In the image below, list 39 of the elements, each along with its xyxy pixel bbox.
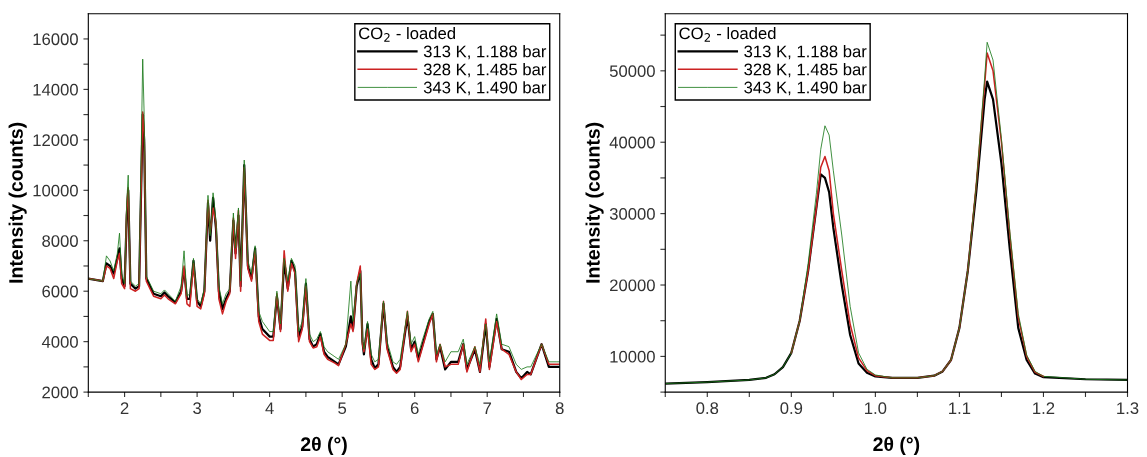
legend-title: CO$_{2}$ - loaded <box>359 26 455 42</box>
y-tick-label: 12000 <box>33 134 78 147</box>
x-tick-label: 4 <box>265 402 274 414</box>
y-tick-label: 40000 <box>609 136 655 149</box>
y-tick-label: 14000 <box>33 83 78 96</box>
y-tick-label: 6000 <box>42 285 78 298</box>
y-tick-label: 16000 <box>33 33 78 46</box>
x-tick-label: 6 <box>410 402 419 415</box>
y-tick-label: 4000 <box>41 336 78 348</box>
legend-label: 313 K, 1.188 bar <box>744 45 867 60</box>
legend-label: 343 K, 1.490 bar <box>744 81 867 96</box>
legend-label: 343 K, 1.490 bar <box>423 81 547 96</box>
x-axis-title: 2θ (°) <box>873 436 920 455</box>
legend-title: CO$_{2}$ - loaded <box>679 26 776 42</box>
x-tick-label: 3 <box>193 402 202 415</box>
legend-label: 328 K, 1.485 bar <box>744 63 867 78</box>
x-tick-label: 2 <box>120 402 129 414</box>
x-tick-label: 7 <box>483 402 492 414</box>
x-axis-title: 2θ (°) <box>300 436 347 455</box>
legend-label: 313 K, 1.188 bar <box>423 45 547 60</box>
y-tick-label: 8000 <box>42 235 78 247</box>
x-tick-label: 1.2 <box>1033 402 1055 414</box>
line-series <box>88 58 560 370</box>
y-tick-label: 10000 <box>610 350 655 363</box>
y-tick-label: 10000 <box>33 184 78 197</box>
x-tick-label: 1.3 <box>1117 402 1139 415</box>
x-tick-label: 0.9 <box>780 402 803 415</box>
y-axis-title: Intensity (counts) <box>8 122 27 283</box>
x-tick-label: 1.0 <box>865 402 887 415</box>
y-tick-label: 20000 <box>610 279 655 292</box>
y-axis-title: Intensity (counts) <box>585 122 604 283</box>
x-tick-label: 8 <box>555 402 564 415</box>
x-tick-label: 1.1 <box>949 402 971 414</box>
x-tick-label: 5 <box>338 402 347 415</box>
x-tick-label: 0.8 <box>696 402 719 415</box>
legend-label: 328 K, 1.485 bar <box>423 63 547 78</box>
y-tick-label: 2000 <box>42 386 78 399</box>
y-tick-label: 30000 <box>609 208 655 220</box>
y-tick-label: 50000 <box>609 65 655 78</box>
